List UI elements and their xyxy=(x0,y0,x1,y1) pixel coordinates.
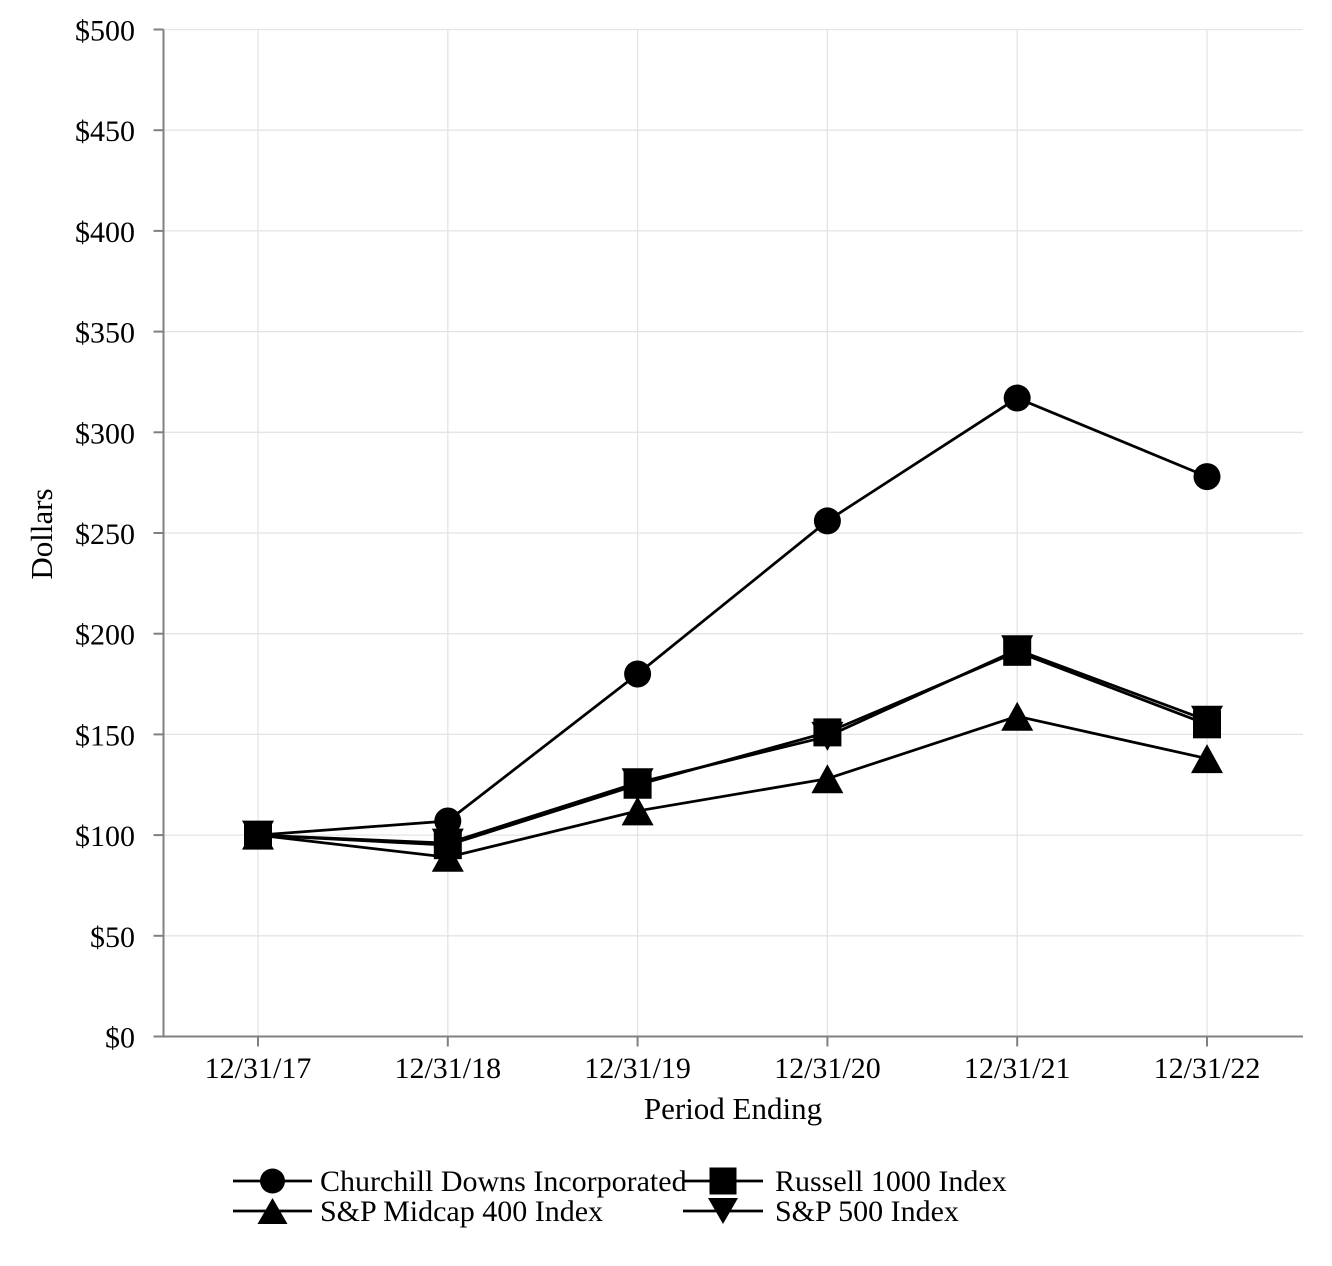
axis-tick-labels: $0 $50 $100 $150 $200 $250 $300 $350 $400 $450 $50… xyxy=(75,15,1260,1086)
y-tick-label: $50 xyxy=(90,921,135,954)
data-point-marker xyxy=(624,660,652,688)
data-point-marker xyxy=(811,764,844,794)
data-point-marker xyxy=(1193,463,1221,491)
series-line-s-p-500-index xyxy=(257,648,1208,845)
series-markers-s-p-midcap-400-index xyxy=(242,701,1223,872)
y-tick-label: $250 xyxy=(75,518,135,551)
series-line-churchill-downs-incorporated xyxy=(257,396,1208,837)
legend-label: S&P 500 Index xyxy=(775,1195,959,1228)
data-point-marker xyxy=(1003,384,1031,412)
x-tick-label: 12/31/19 xyxy=(584,1052,691,1085)
x-tick-label: 12/31/18 xyxy=(394,1052,501,1085)
data-point-marker xyxy=(813,718,842,747)
data-point-marker xyxy=(244,821,272,850)
data-point-marker xyxy=(1003,637,1032,666)
series-markers-churchill-downs-incorporated xyxy=(244,384,1221,849)
axes xyxy=(153,28,1303,1047)
y-tick-label: $450 xyxy=(75,115,135,148)
data-point-marker xyxy=(813,507,841,535)
series-line-russell-1000-index xyxy=(257,650,1208,847)
legend-item-s-p-500-index: S&P 500 Index xyxy=(683,1195,959,1228)
legend-marker-triangle-up xyxy=(257,1198,288,1224)
legend-label: S&P Midcap 400 Index xyxy=(320,1195,603,1228)
x-tick-label: 12/31/22 xyxy=(1154,1052,1261,1085)
y-tick-label: $150 xyxy=(75,719,135,752)
legend-item-russell-1000-index: Russell 1000 Index xyxy=(683,1165,1007,1198)
data-point-marker xyxy=(623,770,652,799)
series-markers-russell-1000-index xyxy=(244,637,1221,860)
legend-item-s-p-midcap-400-index: S&P Midcap 400 Index xyxy=(233,1195,603,1228)
x-tick-label: 12/31/17 xyxy=(205,1052,312,1085)
y-tick-label: $350 xyxy=(75,317,135,350)
chart-legend: Churchill Downs Incorporated Russell 1000… xyxy=(233,1165,1007,1228)
data-point-marker xyxy=(433,831,462,860)
y-tick-label: $400 xyxy=(75,216,135,249)
x-tick-label: 12/31/20 xyxy=(774,1052,881,1085)
y-axis-title: Dollars xyxy=(24,488,59,579)
series-line-s-p-midcap-400-index xyxy=(257,714,1208,859)
data-point-marker xyxy=(1193,710,1221,739)
legend-marker-triangle-down xyxy=(708,1198,738,1224)
legend-label: Russell 1000 Index xyxy=(775,1165,1007,1198)
x-tick-label: 12/31/21 xyxy=(964,1052,1071,1085)
data-point-marker xyxy=(1191,744,1223,774)
y-tick-label: $500 xyxy=(75,15,135,48)
series-plot-area xyxy=(242,384,1223,872)
legend-item-churchill-downs-incorporated: Churchill Downs Incorporated xyxy=(233,1165,687,1198)
legend-label: Churchill Downs Incorporated xyxy=(320,1165,687,1198)
x-axis-title: Period Ending xyxy=(644,1091,822,1126)
data-point-marker xyxy=(621,796,654,826)
y-tick-label: $0 xyxy=(105,1022,135,1055)
data-point-marker xyxy=(434,807,462,835)
y-tick-label: $300 xyxy=(75,417,135,450)
gridlines xyxy=(163,28,1303,1037)
legend-marker-square xyxy=(709,1167,737,1195)
y-tick-label: $200 xyxy=(75,619,135,652)
y-tick-label: $100 xyxy=(75,820,135,853)
data-point-marker xyxy=(1001,701,1034,731)
legend-marker-circle xyxy=(260,1168,285,1194)
